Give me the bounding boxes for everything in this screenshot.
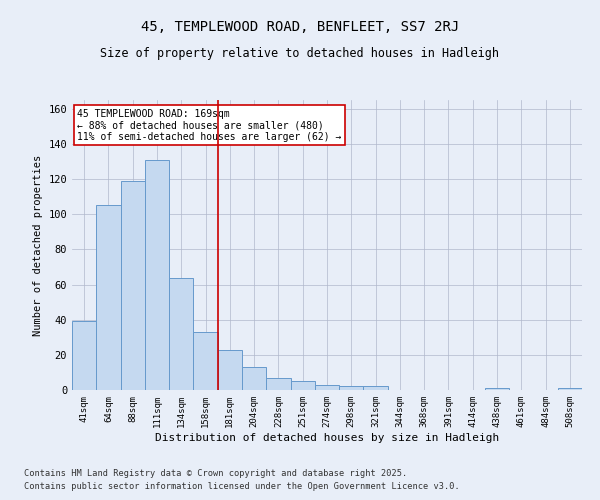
Bar [290,381,315,390]
Bar [266,378,290,390]
Bar [121,181,145,390]
Bar [96,206,121,390]
Bar [339,386,364,390]
Bar [218,350,242,390]
Bar [72,322,96,390]
Text: 45 TEMPLEWOOD ROAD: 169sqm
← 88% of detached houses are smaller (480)
11% of sem: 45 TEMPLEWOOD ROAD: 169sqm ← 88% of deta… [77,108,341,142]
Y-axis label: Number of detached properties: Number of detached properties [33,154,43,336]
Bar [242,367,266,390]
Bar [558,388,582,390]
X-axis label: Distribution of detached houses by size in Hadleigh: Distribution of detached houses by size … [155,432,499,442]
Bar [485,388,509,390]
Bar [169,278,193,390]
Text: Contains HM Land Registry data © Crown copyright and database right 2025.: Contains HM Land Registry data © Crown c… [24,468,407,477]
Text: Contains public sector information licensed under the Open Government Licence v3: Contains public sector information licen… [24,482,460,491]
Text: Size of property relative to detached houses in Hadleigh: Size of property relative to detached ho… [101,48,499,60]
Bar [193,332,218,390]
Text: 45, TEMPLEWOOD ROAD, BENFLEET, SS7 2RJ: 45, TEMPLEWOOD ROAD, BENFLEET, SS7 2RJ [141,20,459,34]
Bar [315,384,339,390]
Bar [145,160,169,390]
Bar [364,386,388,390]
